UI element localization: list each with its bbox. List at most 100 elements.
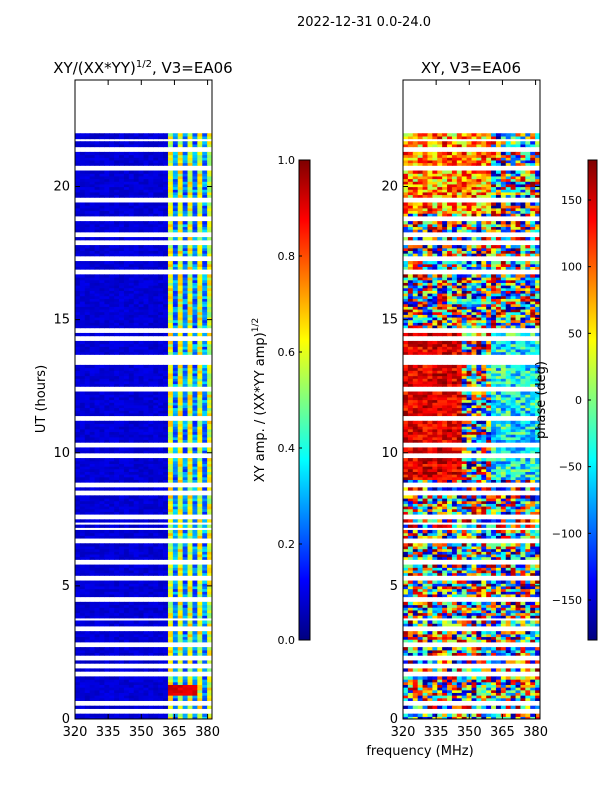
heatmap-cell (187, 679, 194, 683)
heatmap-cell (177, 439, 184, 443)
heatmap-cell (75, 681, 81, 685)
heatmap-cell (202, 223, 208, 228)
heatmap-cell (119, 159, 125, 164)
heatmap-cell (123, 154, 130, 158)
heatmap-cell (109, 319, 115, 323)
heatmap-cell (163, 612, 169, 616)
heatmap-cell (133, 551, 140, 555)
heatmap-cell (148, 567, 154, 571)
heatmap-cell (182, 298, 189, 302)
heatmap-cell (143, 468, 149, 472)
heatmap-cell (158, 370, 164, 374)
heatmap-cell (114, 372, 120, 377)
heatmap-cell (104, 623, 110, 627)
heatmap-cell (197, 495, 203, 499)
heatmap-cell (167, 314, 174, 318)
heatmap-cell (192, 503, 198, 507)
heatmap-cell (187, 479, 194, 483)
heatmap-cell (79, 607, 86, 611)
heatmap-cell (109, 551, 115, 555)
heatmap-cell (495, 697, 502, 701)
heatmap-cell (133, 572, 140, 576)
heatmap-cell (422, 633, 429, 638)
heatmap-cell (177, 287, 184, 291)
heatmap-cell (94, 458, 101, 462)
heatmap-cell (104, 639, 110, 643)
heatmap-cell (207, 303, 212, 307)
heatmap-cell (114, 604, 120, 608)
heatmap-cell (84, 503, 91, 507)
heatmap-cell (119, 207, 125, 212)
heatmap-cell (197, 290, 203, 294)
heatmap-cell (119, 439, 125, 443)
heatmap-cell (94, 604, 101, 608)
heatmap-cell (75, 324, 81, 329)
heatmap-cell (202, 591, 208, 595)
heatmap-cell (94, 295, 101, 299)
heatmap-cell (89, 300, 96, 305)
heatmap-cell (94, 695, 101, 699)
heatmap-cell (197, 535, 203, 539)
heatmap-cell (148, 620, 154, 624)
heatmap-cell (119, 532, 125, 536)
heatmap-cell (75, 322, 81, 326)
heatmap-cell (187, 458, 194, 462)
heatmap-cell (123, 378, 130, 382)
heatmap-cell (133, 500, 140, 504)
heatmap-cell (119, 404, 125, 409)
heatmap-cell (177, 285, 184, 289)
heatmap-cell (123, 436, 130, 441)
heatmap-cell (99, 253, 105, 257)
heatmap-cell (143, 652, 149, 656)
heatmap-cell (84, 479, 91, 483)
heatmap-cell (172, 609, 179, 614)
heatmap-cell (79, 439, 86, 443)
heatmap-cell (84, 500, 91, 504)
heatmap-cell (84, 636, 91, 640)
heatmap-cell (182, 447, 189, 451)
heatmap-cell (177, 157, 184, 161)
heatmap-cell (128, 322, 135, 326)
heatmap-cell (192, 133, 198, 137)
heatmap-cell (128, 620, 135, 624)
heatmap-cell (119, 479, 125, 483)
heatmap-cell (192, 351, 198, 355)
heatmap-cell (89, 601, 96, 606)
heatmap-cell (177, 580, 184, 584)
heatmap-cell (119, 202, 125, 206)
heatmap-cell (481, 647, 487, 651)
heatmap-cell (148, 705, 154, 709)
heatmap-cell (476, 649, 482, 654)
heatmap-cell (187, 298, 194, 302)
heatmap-cell (427, 681, 433, 685)
heatmap-cell (99, 647, 105, 651)
heatmap-cell (133, 631, 140, 635)
heatmap-cell (128, 407, 135, 411)
heatmap-cell (133, 372, 140, 377)
heatmap-cell (133, 519, 140, 523)
heatmap-cell (187, 372, 194, 377)
heatmap-cell (89, 370, 96, 374)
heatmap-cell (202, 463, 208, 467)
heatmap-cell (133, 183, 140, 188)
heatmap-cell (99, 535, 105, 539)
heatmap-cell (75, 175, 81, 180)
heatmap-cell (167, 426, 174, 430)
heatmap-cell (123, 468, 130, 472)
heatmap-cell (202, 210, 208, 214)
heatmap-cell (99, 247, 105, 251)
heatmap-cell (114, 399, 120, 403)
heatmap-cell (143, 487, 149, 491)
heatmap-cell (148, 340, 154, 345)
heatmap-cell (187, 194, 194, 198)
heatmap-cell (109, 183, 115, 188)
heatmap-cell (172, 713, 179, 717)
heatmap-cell (172, 519, 179, 523)
heatmap-cell (520, 713, 526, 717)
heatmap-cell (167, 319, 174, 323)
heatmap-cell (187, 631, 194, 635)
heatmap-cell (109, 687, 115, 691)
heatmap-cell (99, 226, 105, 230)
heatmap-cell (138, 487, 145, 491)
heatmap-cell (167, 567, 174, 571)
